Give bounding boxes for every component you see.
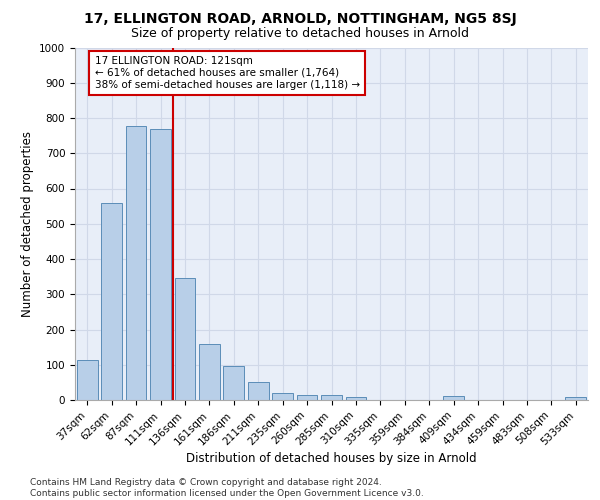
Text: 17 ELLINGTON ROAD: 121sqm
← 61% of detached houses are smaller (1,764)
38% of se: 17 ELLINGTON ROAD: 121sqm ← 61% of detac… bbox=[95, 56, 359, 90]
Bar bbox=[565, 397, 586, 400]
Bar bbox=[346, 397, 367, 400]
Bar bbox=[175, 278, 196, 400]
Text: 17, ELLINGTON ROAD, ARNOLD, NOTTINGHAM, NG5 8SJ: 17, ELLINGTON ROAD, ARNOLD, NOTTINGHAM, … bbox=[83, 12, 517, 26]
X-axis label: Distribution of detached houses by size in Arnold: Distribution of detached houses by size … bbox=[186, 452, 477, 465]
Text: Size of property relative to detached houses in Arnold: Size of property relative to detached ho… bbox=[131, 28, 469, 40]
Bar bbox=[223, 366, 244, 400]
Bar bbox=[150, 128, 171, 400]
Bar bbox=[272, 393, 293, 400]
Bar bbox=[199, 344, 220, 400]
Bar bbox=[77, 360, 98, 400]
Bar bbox=[296, 396, 317, 400]
Bar bbox=[248, 382, 269, 400]
Bar bbox=[101, 204, 122, 400]
Text: Contains HM Land Registry data © Crown copyright and database right 2024.
Contai: Contains HM Land Registry data © Crown c… bbox=[30, 478, 424, 498]
Y-axis label: Number of detached properties: Number of detached properties bbox=[20, 130, 34, 317]
Bar bbox=[443, 396, 464, 400]
Bar bbox=[321, 396, 342, 400]
Bar bbox=[125, 126, 146, 400]
